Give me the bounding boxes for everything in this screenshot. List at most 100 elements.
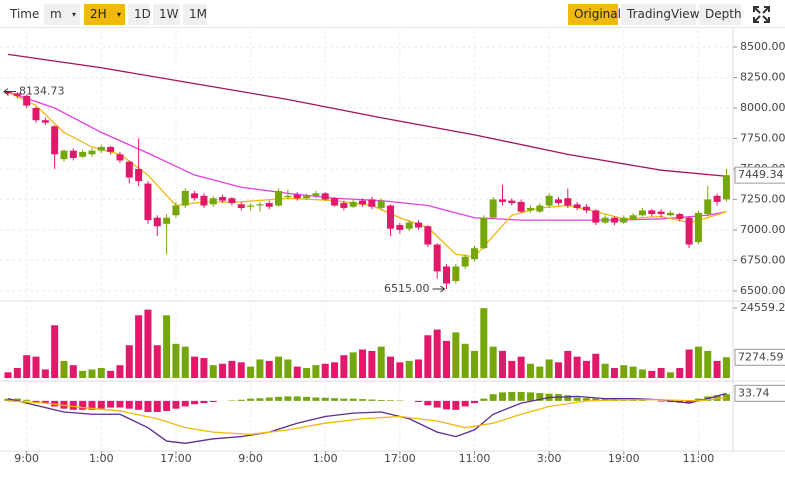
candle-body [69, 150, 77, 158]
volume-bar [116, 365, 124, 378]
macd-bar [489, 394, 497, 401]
macd-bar [275, 396, 283, 401]
volume-bar [526, 363, 534, 378]
macd-bar [191, 400, 199, 405]
candle-body [461, 256, 469, 267]
toolbar-button[interactable]: m ▾ [44, 4, 80, 25]
macd-bar [303, 396, 311, 401]
macd-bar [97, 400, 105, 409]
volume-bar [4, 372, 12, 378]
macd-bar [69, 400, 77, 410]
macd-bar [88, 400, 96, 410]
candle-body [452, 266, 460, 282]
candle-body [415, 222, 423, 228]
volume-bar [545, 359, 553, 378]
macd-bar [135, 400, 143, 410]
x-tick-label: 1:00 [313, 452, 338, 465]
candle-body [172, 205, 180, 216]
volume-bar [387, 356, 395, 378]
toolbar-button[interactable]: Depth [699, 4, 742, 25]
candle-body [97, 147, 105, 151]
volume-bar [415, 359, 423, 378]
macd-bar [200, 400, 208, 404]
macd-bar [153, 400, 161, 413]
toolbar-button[interactable]: TradingView [621, 4, 700, 25]
x-tick-label: 11:00 [683, 452, 715, 465]
volume-bar [508, 360, 516, 378]
candle-body [51, 126, 59, 155]
dropdown-caret: ▾ [116, 10, 121, 19]
macd-bar [32, 400, 40, 402]
candle-body [312, 193, 320, 196]
volume-bar [694, 346, 702, 378]
volume-bar [321, 363, 329, 378]
candle-body [209, 198, 217, 205]
macd-bar [340, 398, 348, 401]
volume-bar [88, 369, 96, 378]
macd-bar [321, 397, 329, 401]
macd-bar [564, 395, 572, 401]
candle-body [573, 204, 581, 208]
candle-body [228, 198, 236, 204]
macd-bar [79, 400, 87, 410]
macd-bar [41, 400, 49, 404]
toolbar-button[interactable]: Time [4, 4, 40, 25]
button-label: Original [574, 7, 621, 21]
candle-body [666, 212, 674, 216]
candle-body [275, 190, 283, 206]
expand-icon[interactable] [753, 6, 770, 23]
macd-bar [657, 400, 665, 402]
candle-body [610, 217, 618, 223]
volume-bar [51, 325, 59, 378]
candle-body [480, 217, 488, 249]
macd-bar [368, 399, 376, 401]
candle-body [349, 201, 357, 207]
toolbar-button[interactable]: 1D [128, 4, 151, 25]
volume-bar [536, 366, 544, 378]
toolbar-button[interactable]: 2H ▾ [84, 4, 125, 25]
y-tick-label: 7750.00 [740, 131, 785, 144]
candle-body [545, 195, 553, 206]
volume-bar [676, 368, 684, 378]
macd-bar [163, 400, 171, 411]
current-value-box [734, 384, 785, 402]
candle-body [368, 199, 376, 207]
annotation-label: 6515.00 [384, 282, 430, 295]
candle-body [722, 175, 730, 200]
button-label: Depth [705, 7, 742, 21]
volume-bar [368, 350, 376, 378]
candle-body [536, 205, 544, 212]
candle-body [657, 211, 665, 215]
candle-body [377, 200, 385, 208]
macd-bar [13, 398, 21, 401]
candle-body [181, 190, 189, 206]
toolbar-button[interactable]: 1W [153, 4, 180, 25]
toolbar-button[interactable]: 1M [183, 4, 207, 25]
candle-body [601, 217, 609, 223]
volume-bar [498, 350, 506, 378]
volume-bar [41, 369, 49, 378]
volume-bar [79, 370, 87, 378]
volume-bar [284, 359, 292, 378]
candle-body [405, 222, 413, 229]
macd-bar [694, 398, 702, 401]
candle-body [638, 210, 646, 216]
macd-bar [181, 400, 189, 407]
candle-body [694, 212, 702, 243]
candle-body [704, 199, 712, 215]
macd-bar [573, 397, 581, 401]
volume-bar [275, 356, 283, 378]
volume-bar [60, 360, 68, 378]
volume-bar [666, 372, 674, 378]
volume-bar [181, 346, 189, 378]
toolbar-button[interactable]: Original [568, 4, 621, 25]
volume-bar [125, 345, 133, 378]
chart-background [0, 28, 785, 477]
volume-bar [172, 343, 180, 378]
candle-body [564, 198, 572, 206]
macd-bar [312, 397, 320, 401]
volume-bar [443, 340, 451, 378]
candle-body [424, 226, 432, 245]
x-tick-label: 11:00 [459, 452, 491, 465]
x-tick-label: 17:00 [384, 452, 416, 465]
